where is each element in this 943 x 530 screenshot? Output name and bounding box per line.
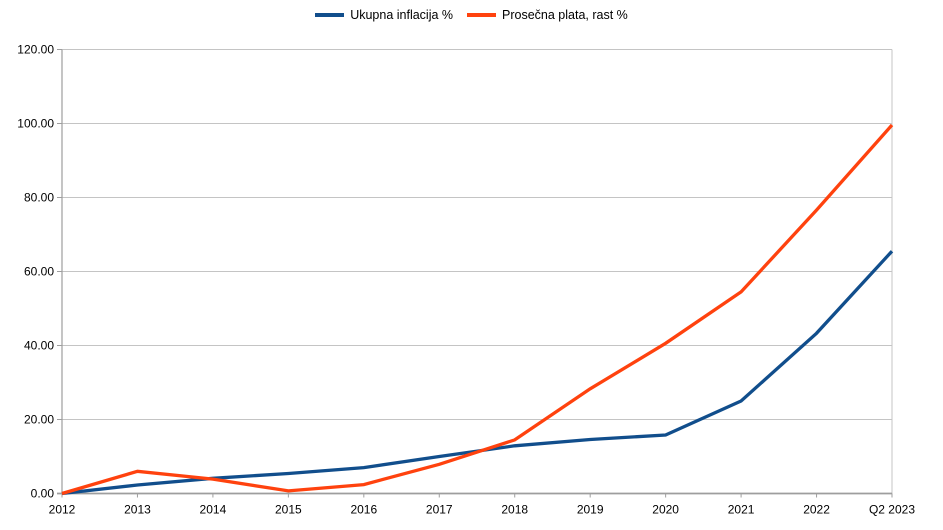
- x-tick-label: 2016: [350, 503, 377, 517]
- x-tick-label: 2018: [501, 503, 528, 517]
- y-tick-label: 120.00: [17, 43, 54, 57]
- x-tick-label: 2020: [652, 503, 679, 517]
- legend-item-inflation: Ukupna inflacija %: [315, 8, 453, 22]
- y-tick-label: 20.00: [24, 413, 54, 427]
- chart-legend: Ukupna inflacija % Prosečna plata, rast …: [0, 8, 943, 22]
- x-tick-label: 2015: [275, 503, 302, 517]
- y-tick-label: 40.00: [24, 339, 54, 353]
- series-line-0[interactable]: [61, 250, 894, 496]
- y-tick-label: 80.00: [24, 191, 54, 205]
- y-tick-label: 60.00: [24, 265, 54, 279]
- legend-label-inflation: Ukupna inflacija %: [350, 8, 454, 22]
- wage-line-swatch: [467, 13, 497, 17]
- x-tick-label: 2017: [426, 503, 453, 517]
- series-line-1[interactable]: [61, 123, 894, 496]
- x-tick-label: 2012: [49, 503, 76, 517]
- y-tick-label: 100.00: [17, 117, 54, 131]
- y-tick-label: 0.00: [31, 487, 55, 501]
- inflation-line-swatch: [315, 13, 345, 17]
- x-tick-label: 2021: [728, 503, 755, 517]
- x-tick-label: 2014: [200, 503, 227, 517]
- x-tick-label: Q2 2023: [869, 503, 915, 517]
- x-tick-label: 2019: [577, 503, 604, 517]
- x-tick-label: 2022: [803, 503, 830, 517]
- legend-item-wage: Prosečna plata, rast %: [467, 8, 628, 22]
- x-tick-label: 2013: [124, 503, 151, 517]
- legend-label-wage: Prosečna plata, rast %: [502, 8, 628, 22]
